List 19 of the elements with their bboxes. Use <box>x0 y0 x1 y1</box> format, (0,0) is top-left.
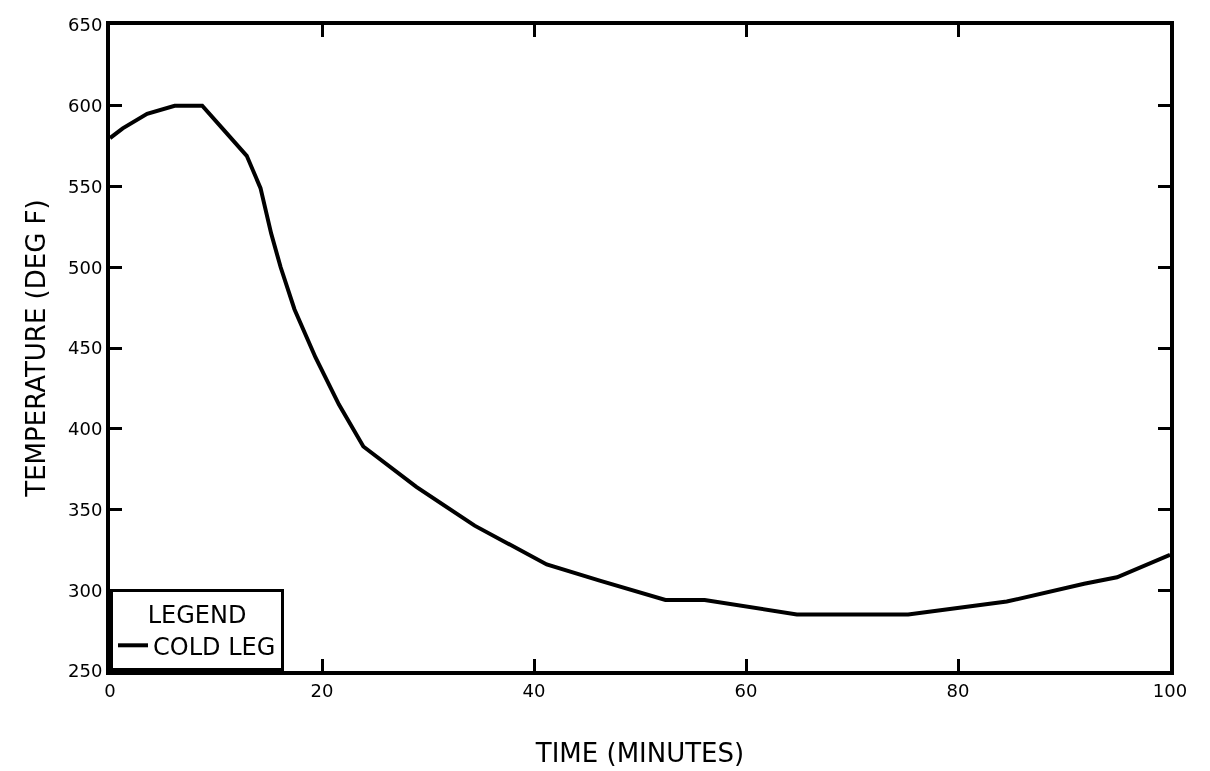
x-tick-label: 20 <box>310 679 334 701</box>
x-axis-title: TIME (MINUTES) <box>534 738 745 768</box>
y-tick-label: 550 <box>68 175 103 197</box>
y-axis-title: TEMPERATURE (DEG F) <box>21 199 51 498</box>
x-tick-label: 100 <box>1152 679 1188 701</box>
y-tick-label: 600 <box>68 95 103 117</box>
y-tick-label: 650 <box>68 14 103 36</box>
x-tick-label: 60 <box>734 679 758 701</box>
legend-label: COLD LEG <box>153 632 276 661</box>
y-tick-label: 350 <box>68 498 103 520</box>
y-tick-label: 250 <box>68 660 103 682</box>
y-tick-label: 450 <box>68 337 103 359</box>
y-tick-label: 400 <box>68 418 103 440</box>
x-tick-label: 40 <box>522 679 546 701</box>
y-tick-label: 300 <box>68 579 103 601</box>
x-tick-label: 80 <box>946 679 970 701</box>
x-tick-label: 0 <box>104 679 116 701</box>
legend-title: LEGEND <box>147 601 247 630</box>
y-tick-label: 500 <box>68 256 103 278</box>
